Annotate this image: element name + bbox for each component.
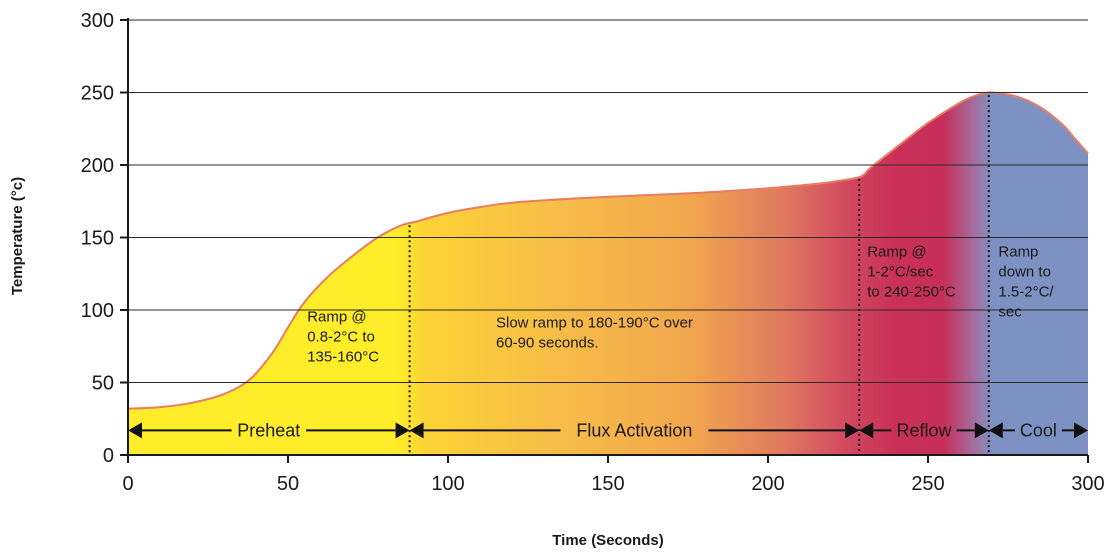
phase-arrowhead-right-1 — [845, 422, 860, 439]
annotation-3-line-1: down to — [998, 263, 1051, 280]
annotation-1-line-0: Slow ramp to 180-190°C over — [496, 314, 693, 331]
annotation-3-line-2: 1.5-2°C/ — [998, 283, 1054, 300]
annotation-0-line-0: Ramp @ — [307, 309, 366, 326]
phase-arrowhead-right-0 — [395, 422, 410, 439]
phase-arrowhead-left-1 — [409, 422, 424, 439]
annotation-0: Ramp @ 0.8-2°C to 135-160°C — [307, 309, 379, 366]
tick-labels-layer: 0 50 100 150 200 250 300 0 50 100 150 200 250 300 — [81, 10, 1105, 495]
y-tick-label-100: 100 — [81, 300, 114, 322]
annotation-3-line-3: sec — [998, 303, 1022, 320]
annotation-1-line-1: 60-90 seconds. — [496, 334, 599, 351]
x-tick-label-250: 250 — [911, 473, 944, 495]
phase-arrowhead-left-2 — [859, 422, 874, 439]
grid-layer — [128, 19, 1088, 383]
phase-arrowhead-left-3 — [988, 422, 1003, 439]
phase-arrowhead-right-2 — [974, 422, 989, 439]
annotation-2: Ramp @ 1-2°C/sec to 240-250°C — [867, 243, 956, 300]
annotation-0-line-2: 135-160°C — [307, 349, 379, 366]
annotation-2-line-2: to 240-250°C — [867, 283, 956, 300]
annotation-1: Slow ramp to 180-190°C over 60-90 seconds… — [496, 314, 693, 351]
y-tick-label-150: 150 — [81, 228, 114, 250]
phase-label-cool: Cool — [1020, 420, 1057, 440]
phase-label-preheat: Preheat — [237, 420, 300, 440]
y-tick-label-250: 250 — [81, 83, 114, 105]
y-tick-label-200: 200 — [81, 155, 114, 177]
x-axis-title: Time (Seconds) — [552, 532, 663, 549]
x-tick-label-100: 100 — [431, 473, 464, 495]
y-tick-label-50: 50 — [92, 373, 114, 395]
phase-label-flux-activation: Flux Activation — [576, 420, 692, 440]
temperature-area-layer — [127, 91, 1089, 455]
annotation-3-line-0: Ramp — [998, 243, 1038, 260]
phase-arrowhead-left-0 — [128, 422, 142, 439]
phase-label-reflow: Reflow — [896, 420, 952, 440]
y-tick-label-300: 300 — [81, 10, 114, 32]
y-axis-title: Temperature (°c) — [9, 177, 26, 295]
x-tick-label-50: 50 — [277, 473, 299, 495]
annotation-0-line-1: 0.8-2°C to — [307, 329, 375, 346]
annotation-layer: Ramp @ 0.8-2°C to 135-160°C Slow ramp to 18… — [307, 243, 1054, 365]
temperature-area — [128, 92, 1088, 455]
x-tick-label-300: 300 — [1071, 473, 1104, 495]
axes-layer — [120, 18, 1089, 463]
x-tick-label-0: 0 — [122, 473, 133, 495]
x-tick-label-200: 200 — [751, 473, 784, 495]
annotation-3: Ramp down to 1.5-2°C/sec — [998, 243, 1054, 320]
temperature-curve — [127, 91, 1089, 410]
phase-arrowhead-right-3 — [1074, 422, 1088, 439]
phase-layer: Preheat Flux Activation Reflow Cool — [128, 95, 1088, 455]
x-tick-label-150: 150 — [591, 473, 624, 495]
annotation-2-line-1: 1-2°C/sec — [867, 263, 934, 280]
y-tick-label-0: 0 — [103, 445, 114, 467]
annotation-2-line-0: Ramp @ — [867, 243, 926, 260]
